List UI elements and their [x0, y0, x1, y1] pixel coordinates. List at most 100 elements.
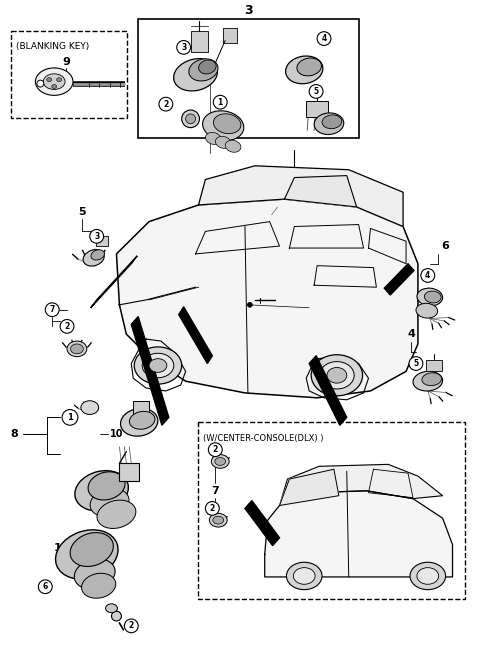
- Text: 4: 4: [425, 271, 431, 280]
- Ellipse shape: [247, 302, 252, 307]
- Ellipse shape: [422, 373, 442, 386]
- Ellipse shape: [88, 472, 125, 500]
- Ellipse shape: [410, 562, 445, 590]
- Ellipse shape: [417, 567, 439, 585]
- Bar: [138, 19, 359, 138]
- Ellipse shape: [320, 362, 354, 389]
- Ellipse shape: [225, 140, 241, 152]
- Polygon shape: [199, 166, 403, 227]
- Bar: [199, 422, 466, 600]
- Ellipse shape: [186, 114, 195, 124]
- Bar: [306, 101, 328, 117]
- Ellipse shape: [83, 250, 104, 266]
- Ellipse shape: [314, 113, 344, 134]
- Polygon shape: [384, 264, 414, 295]
- Ellipse shape: [142, 353, 174, 378]
- Circle shape: [38, 580, 52, 594]
- Text: 1: 1: [67, 413, 73, 422]
- Text: 4: 4: [407, 330, 415, 339]
- Text: 5: 5: [313, 87, 319, 96]
- Bar: [11, 31, 127, 118]
- Circle shape: [205, 501, 219, 515]
- Polygon shape: [245, 501, 279, 546]
- Text: 6: 6: [442, 241, 450, 251]
- Ellipse shape: [75, 471, 128, 511]
- Ellipse shape: [413, 371, 443, 391]
- Text: 5: 5: [78, 207, 85, 217]
- Ellipse shape: [287, 562, 322, 590]
- Text: 7: 7: [211, 486, 219, 496]
- Ellipse shape: [91, 250, 104, 260]
- Ellipse shape: [130, 411, 155, 429]
- Bar: [133, 401, 149, 415]
- Polygon shape: [179, 307, 212, 364]
- Circle shape: [421, 269, 435, 282]
- Ellipse shape: [52, 84, 57, 88]
- Ellipse shape: [215, 457, 226, 465]
- Text: (W/CENTER-CONSOLE(DLX) ): (W/CENTER-CONSOLE(DLX) ): [204, 434, 324, 443]
- Ellipse shape: [106, 604, 118, 613]
- Polygon shape: [131, 316, 169, 425]
- Ellipse shape: [120, 409, 158, 436]
- Circle shape: [177, 40, 191, 54]
- Text: 9: 9: [62, 57, 70, 67]
- Ellipse shape: [424, 291, 441, 303]
- Ellipse shape: [213, 516, 224, 524]
- Bar: [96, 237, 108, 246]
- Text: 1: 1: [217, 98, 223, 107]
- Text: 5: 5: [413, 359, 419, 368]
- Bar: [223, 28, 237, 43]
- Circle shape: [60, 320, 74, 333]
- Text: 7: 7: [49, 305, 55, 314]
- Ellipse shape: [214, 114, 241, 134]
- Text: 1: 1: [53, 542, 61, 552]
- Ellipse shape: [36, 68, 73, 96]
- Ellipse shape: [134, 347, 182, 384]
- Bar: [120, 463, 139, 481]
- Ellipse shape: [71, 344, 84, 354]
- Ellipse shape: [97, 500, 136, 529]
- Ellipse shape: [293, 567, 315, 585]
- Ellipse shape: [322, 115, 342, 129]
- Polygon shape: [117, 199, 418, 398]
- Ellipse shape: [82, 476, 121, 505]
- Ellipse shape: [56, 530, 118, 579]
- Polygon shape: [91, 256, 137, 308]
- Ellipse shape: [81, 401, 99, 415]
- Circle shape: [309, 84, 323, 98]
- Ellipse shape: [182, 110, 200, 128]
- Text: 4: 4: [322, 34, 327, 43]
- Circle shape: [409, 357, 423, 370]
- Ellipse shape: [70, 532, 113, 567]
- Text: 2: 2: [129, 621, 134, 631]
- Ellipse shape: [416, 303, 438, 318]
- Text: 2: 2: [210, 504, 215, 513]
- Ellipse shape: [111, 611, 121, 621]
- Ellipse shape: [149, 358, 167, 372]
- Ellipse shape: [67, 341, 87, 357]
- Ellipse shape: [311, 355, 362, 396]
- Ellipse shape: [417, 288, 443, 306]
- Ellipse shape: [216, 136, 231, 148]
- Text: 2: 2: [64, 322, 70, 331]
- Bar: [191, 31, 208, 52]
- Circle shape: [213, 96, 227, 109]
- Ellipse shape: [286, 56, 323, 84]
- Ellipse shape: [327, 368, 347, 383]
- Circle shape: [45, 303, 59, 316]
- Ellipse shape: [203, 111, 244, 140]
- Ellipse shape: [205, 132, 221, 144]
- Ellipse shape: [57, 78, 61, 82]
- Circle shape: [317, 32, 331, 45]
- Bar: [426, 360, 442, 372]
- Ellipse shape: [47, 78, 52, 82]
- Circle shape: [159, 98, 173, 111]
- Ellipse shape: [199, 60, 216, 74]
- Text: 8: 8: [11, 429, 19, 439]
- Circle shape: [124, 619, 138, 633]
- Circle shape: [62, 409, 78, 425]
- Text: 3: 3: [181, 43, 186, 52]
- Polygon shape: [309, 356, 347, 425]
- Ellipse shape: [43, 74, 65, 90]
- Text: 3: 3: [244, 4, 252, 17]
